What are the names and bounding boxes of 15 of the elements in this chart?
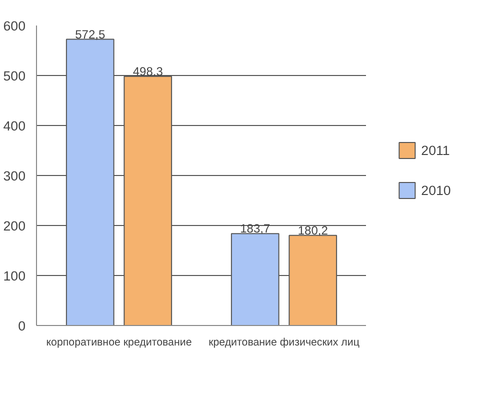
x-tick-label: кредитование физических лиц — [208, 336, 360, 348]
data-label: 498.3 — [132, 64, 164, 78]
y-tick-label: 600 — [3, 18, 26, 34]
y-tick-label: 0 — [18, 318, 26, 334]
data-label: 183,7 — [240, 222, 270, 236]
y-tick-label: 300 — [3, 168, 26, 184]
y-tick-label: 100 — [3, 268, 26, 284]
legend-label: 2010 — [421, 182, 451, 198]
legend-label: 2011 — [421, 142, 450, 158]
y-tick-label: 200 — [3, 218, 26, 234]
y-tick-label: 500 — [3, 68, 26, 84]
x-tick-label: корпоративное кредитование — [46, 336, 192, 348]
data-label: 180,2 — [298, 223, 328, 238]
y-tick-label: 400 — [3, 118, 26, 134]
data-label: 572,5 — [75, 27, 106, 42]
